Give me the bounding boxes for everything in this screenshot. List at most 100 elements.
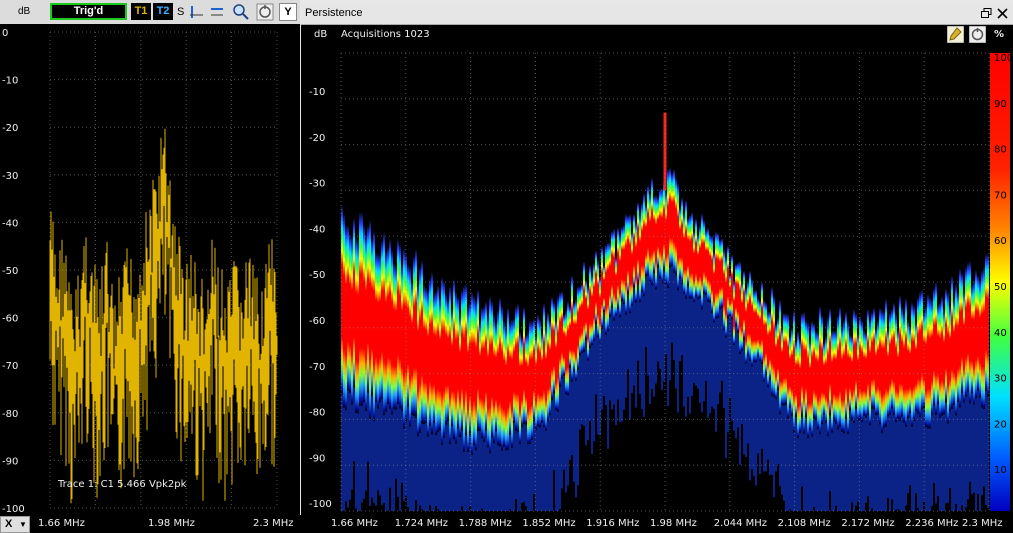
persistence-heatmap[interactable]: -10-20-30-40-50-60-70-80-90-100100908070… (301, 25, 1013, 515)
persistence-column (555, 318, 557, 411)
persistence-tail (963, 402, 965, 511)
persistence-tail (803, 433, 805, 511)
x-axis-button[interactable]: X ▼ (0, 516, 30, 533)
persistence-tail (689, 298, 691, 414)
persistence-column (563, 314, 565, 376)
y-tick-label: -30 (309, 179, 325, 190)
y-tick-label: -90 (309, 453, 325, 464)
persistence-column (861, 319, 863, 422)
close-window-icon[interactable] (997, 8, 1008, 19)
persistence-tail (961, 392, 963, 506)
persistence-column (745, 287, 747, 364)
persistence-tail (805, 417, 807, 511)
persistence-tail (763, 381, 765, 472)
persistence-tail (601, 328, 603, 410)
persistence-column (623, 224, 625, 304)
persistence-tail (377, 408, 379, 491)
persistence-tail (603, 311, 605, 396)
cursor-vertical-icon[interactable] (188, 3, 206, 21)
reset-zoom-icon[interactable] (256, 3, 274, 21)
persistence-column (441, 276, 443, 446)
persistence-column (863, 330, 865, 416)
persistence-tail (519, 443, 521, 511)
trigger-status-button[interactable]: Trig'd (50, 3, 127, 20)
persistence-column (735, 263, 737, 326)
persistence-column (585, 279, 587, 340)
persistence-tail (809, 429, 811, 511)
persistence-column (389, 238, 391, 409)
persistence-tail (705, 294, 707, 381)
x-axis-dropdown-icon[interactable]: ▼ (19, 520, 27, 529)
restore-window-icon[interactable] (981, 8, 992, 19)
persistence-column (371, 238, 373, 396)
persistence-column (763, 299, 765, 382)
t1-button[interactable]: T1 (131, 3, 151, 20)
persistence-tail (609, 316, 611, 401)
persistence-tail (589, 347, 591, 421)
persistence-tail (399, 408, 401, 511)
persistence-tail (347, 390, 349, 508)
persistence-tail (759, 361, 761, 475)
persistence-tail (887, 416, 889, 499)
persistence-column (701, 213, 703, 310)
persistence-column (977, 274, 979, 391)
cursor-horizontal-icon[interactable] (208, 3, 226, 21)
persistence-tail (885, 426, 887, 511)
persistence-column (799, 338, 801, 433)
persistence-tail (907, 418, 909, 494)
persistence-tail (741, 350, 743, 425)
persistence-tail (369, 418, 371, 507)
s-button[interactable]: S (177, 6, 185, 18)
persistence-plot-panel[interactable]: dB Acquisitions 1023 % -10 -20 -30 -40 -50 -6… (301, 25, 1013, 515)
persistence-tail (701, 309, 703, 413)
persistence-tail (493, 443, 495, 511)
persistence-tail (495, 431, 497, 511)
colorbar-tick-label: 10 (994, 465, 1007, 476)
persistence-column (831, 329, 833, 433)
clear-persistence-icon[interactable] (947, 26, 964, 43)
persistence-tail (797, 438, 799, 511)
persistence-tail (971, 393, 973, 495)
y-tick-label: -100 (309, 499, 332, 510)
persistence-column (463, 284, 465, 452)
persistence-column (899, 295, 901, 421)
persistence-column (479, 320, 481, 431)
persistence-column (613, 228, 615, 321)
y-axis-button[interactable]: Y (279, 3, 297, 21)
persistence-tail (539, 427, 541, 511)
persistence-tail (353, 387, 355, 462)
persistence-column (551, 296, 553, 401)
persistence-column (679, 206, 681, 279)
persistence-tail (913, 420, 915, 511)
spectrum-plot-panel[interactable]: 0 -10 -20 -30 -40 -50 -60 -70 -80 -90 -100 Trace 1… (0, 24, 300, 515)
persistence-tail (891, 408, 893, 500)
persistence-tail (745, 363, 747, 457)
persistence-column (521, 336, 523, 427)
persistence-tail (573, 371, 575, 482)
persistence-column (973, 279, 975, 405)
persistence-column (885, 298, 887, 427)
reset-persistence-icon[interactable] (969, 26, 986, 43)
persistence-tail (371, 395, 373, 498)
spectrum-chart[interactable]: 0 -10 -20 -30 -40 -50 -60 -70 -80 -90 -100 (0, 24, 300, 515)
persistence-column (907, 319, 909, 419)
persistence-column (795, 341, 797, 417)
persistence-tail (737, 332, 739, 428)
persistence-tail (695, 296, 697, 386)
persistence-column (721, 238, 723, 308)
persistence-tail (435, 435, 437, 507)
persistence-column (945, 288, 947, 403)
persistence-column (789, 335, 791, 408)
persistence-tail (921, 409, 923, 511)
persistence-tail (707, 301, 709, 418)
persistence-column (905, 298, 907, 427)
persistence-tail (483, 441, 485, 511)
persistence-tail (949, 411, 951, 489)
persistence-tail (565, 394, 567, 493)
persistence-tail (739, 353, 741, 465)
t2-button[interactable]: T2 (153, 3, 173, 20)
zoom-icon[interactable] (232, 3, 250, 21)
persistence-column (817, 330, 819, 429)
persistence-column (409, 266, 411, 427)
persistence-tail (855, 408, 857, 506)
